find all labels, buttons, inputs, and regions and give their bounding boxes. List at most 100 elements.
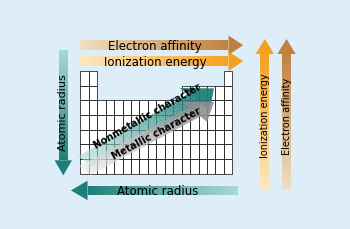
Bar	[207, 101, 215, 115]
Polygon shape	[183, 110, 196, 120]
Text: Atomic radius: Atomic radius	[117, 184, 198, 197]
Bar	[187, 41, 189, 51]
Bar	[93, 57, 95, 67]
Bar	[235, 186, 238, 195]
Bar	[260, 109, 270, 111]
Bar	[224, 71, 232, 86]
Bar	[59, 71, 68, 72]
Bar	[132, 41, 135, 51]
Bar	[59, 151, 68, 153]
Bar	[282, 156, 291, 158]
Bar	[59, 124, 68, 126]
Bar	[214, 41, 216, 51]
Bar	[142, 41, 145, 51]
Polygon shape	[123, 130, 139, 141]
Bar	[138, 186, 140, 195]
Bar	[260, 138, 270, 140]
Bar	[260, 125, 270, 127]
Polygon shape	[119, 132, 135, 144]
Bar	[139, 159, 148, 174]
Bar	[173, 159, 182, 174]
Polygon shape	[174, 115, 187, 125]
Bar	[59, 63, 68, 65]
Bar	[260, 115, 270, 118]
Bar	[260, 147, 270, 149]
Bar	[156, 101, 165, 115]
Bar	[117, 41, 120, 51]
Bar	[139, 115, 148, 130]
Bar	[204, 57, 206, 67]
Polygon shape	[83, 153, 98, 164]
Bar	[125, 41, 127, 51]
Bar	[182, 86, 190, 101]
Bar	[114, 115, 122, 130]
Bar	[115, 41, 117, 51]
Bar	[110, 41, 112, 51]
Polygon shape	[180, 112, 194, 122]
Polygon shape	[120, 143, 134, 154]
Bar	[152, 41, 154, 51]
Bar	[148, 130, 156, 145]
Bar	[260, 118, 270, 120]
Bar	[120, 186, 122, 195]
Bar	[85, 41, 88, 51]
Bar	[282, 106, 291, 109]
Bar	[282, 136, 291, 138]
Polygon shape	[136, 123, 152, 134]
Bar	[224, 115, 232, 130]
Bar	[282, 86, 291, 89]
Bar	[260, 91, 270, 93]
Bar	[196, 41, 199, 51]
Bar	[117, 57, 120, 67]
Bar	[260, 73, 270, 75]
Bar	[219, 57, 221, 67]
Bar	[182, 57, 184, 67]
Bar	[90, 41, 93, 51]
Bar	[154, 41, 157, 51]
Polygon shape	[168, 118, 181, 128]
Bar	[59, 104, 68, 106]
Bar	[145, 186, 148, 195]
Bar	[175, 186, 178, 195]
Polygon shape	[277, 40, 296, 55]
Bar	[148, 159, 156, 174]
Bar	[260, 185, 270, 188]
Bar	[282, 66, 291, 68]
Bar	[260, 120, 270, 122]
Bar	[190, 159, 198, 174]
Bar	[150, 186, 153, 195]
Bar	[282, 62, 291, 64]
Bar	[127, 41, 130, 51]
Bar	[97, 115, 106, 130]
Bar	[137, 57, 140, 67]
Polygon shape	[156, 112, 171, 123]
Polygon shape	[142, 132, 155, 142]
Bar	[59, 74, 68, 76]
Bar	[179, 57, 182, 67]
Bar	[80, 101, 89, 115]
Bar	[137, 41, 140, 51]
Bar	[226, 41, 229, 51]
Polygon shape	[101, 154, 114, 164]
Polygon shape	[129, 139, 142, 149]
Bar	[282, 138, 291, 140]
Bar	[260, 165, 270, 167]
Polygon shape	[157, 124, 170, 134]
Bar	[178, 186, 180, 195]
Bar	[122, 186, 125, 195]
Bar	[127, 57, 130, 67]
Bar	[198, 86, 207, 101]
Bar	[228, 186, 230, 195]
Bar	[190, 186, 192, 195]
Bar	[179, 41, 182, 51]
Bar	[114, 101, 122, 115]
Polygon shape	[91, 148, 107, 159]
Bar	[282, 167, 291, 169]
Bar	[113, 186, 115, 195]
Bar	[260, 102, 270, 104]
Text: Atomic radius: Atomic radius	[58, 74, 68, 150]
Polygon shape	[150, 127, 164, 138]
Bar	[177, 57, 179, 67]
Bar	[180, 186, 183, 195]
Bar	[59, 115, 68, 117]
